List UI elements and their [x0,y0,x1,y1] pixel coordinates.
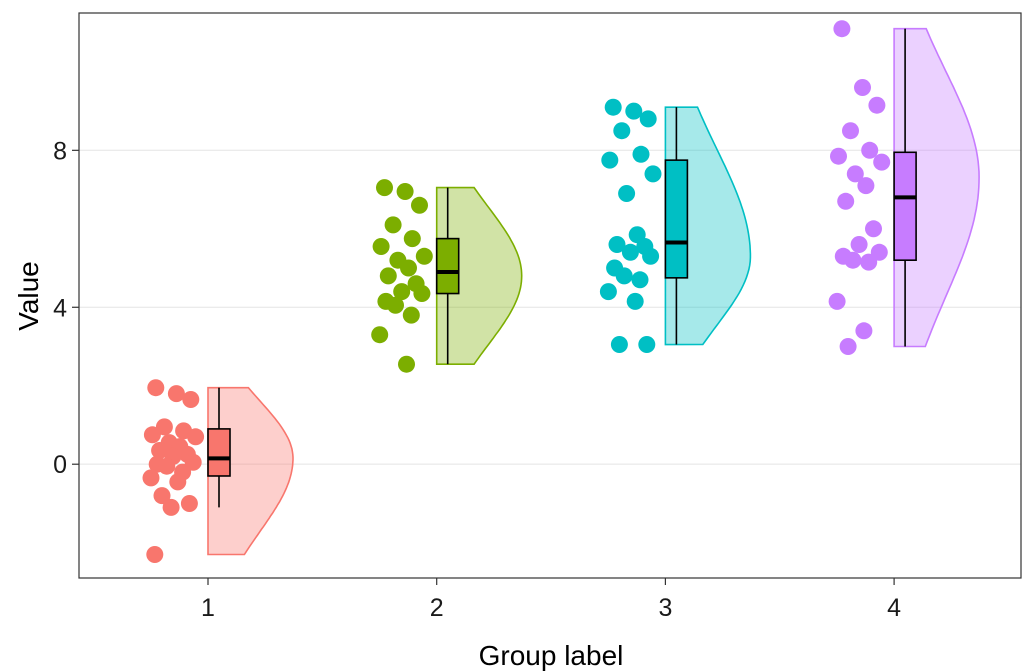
data-point [861,141,879,159]
data-point [626,292,644,310]
data-point [599,283,617,301]
data-point [403,230,421,248]
x-tick-label: 4 [887,594,901,622]
data-point [632,145,650,163]
x-tick-label: 2 [430,594,444,622]
data-point [613,122,631,140]
data-point [868,96,886,114]
data-point [158,457,176,475]
data-point [162,498,180,516]
data-point [147,379,165,397]
data-point [833,20,851,38]
data-point [857,177,875,195]
data-point [621,243,639,261]
data-point [873,153,891,171]
data-point [608,236,626,253]
data-point [644,165,662,183]
data-point [828,292,846,310]
data-point [396,183,414,200]
data-point [842,122,859,140]
y-tick-label: 8 [53,137,67,165]
data-point [618,185,636,202]
data-point [855,322,873,340]
box-iqr [207,428,231,477]
data-point [384,216,402,234]
data-point [846,165,864,183]
density-cloud [893,27,980,348]
density-cloud [435,186,523,366]
data-point [413,285,431,302]
data-point [376,179,393,197]
y-tick-label: 4 [53,294,67,322]
x-tick-label: 3 [658,594,672,622]
box-iqr [893,151,917,261]
group-1 [142,379,294,563]
data-point [167,385,185,403]
data-point [169,473,187,491]
data-point [850,236,868,253]
data-point [142,469,160,487]
data-point [155,418,173,436]
data-point [604,98,622,116]
data-point [865,220,882,238]
data-point [638,336,656,353]
data-point [625,102,643,120]
data-point [860,253,878,271]
data-point [187,428,205,446]
data-point [393,283,411,301]
y-axis-label: Value [13,261,44,331]
data-point [398,355,415,373]
data-point [387,296,404,314]
data-point [830,147,847,165]
data-point [639,110,657,128]
data-point [854,79,871,96]
data-point [839,338,857,355]
data-point [379,267,397,285]
data-point [411,196,428,214]
data-point [844,251,862,269]
y-tick-label: 0 [53,451,67,479]
data-point [180,495,198,512]
data-point [415,247,433,265]
data-point [400,259,417,277]
data-point [610,336,628,353]
x-tick-label: 1 [201,594,215,622]
data-point [153,487,171,505]
group-4 [828,20,980,355]
data-point [146,546,164,563]
data-point [143,426,161,444]
panel-border [78,12,1022,579]
data-point [182,391,200,408]
data-point [372,238,390,255]
data-point [837,192,855,210]
data-point [631,271,649,289]
data-point [402,306,420,324]
data-point [642,247,660,265]
box-iqr [664,159,689,279]
data-point [151,442,169,459]
x-axis-label: Group label [479,640,624,671]
group-3 [599,98,752,353]
group-2 [371,179,523,373]
plot-area [142,20,980,563]
data-point [615,267,633,285]
data-point [601,151,619,169]
box-iqr [435,237,460,295]
data-point [371,326,389,344]
